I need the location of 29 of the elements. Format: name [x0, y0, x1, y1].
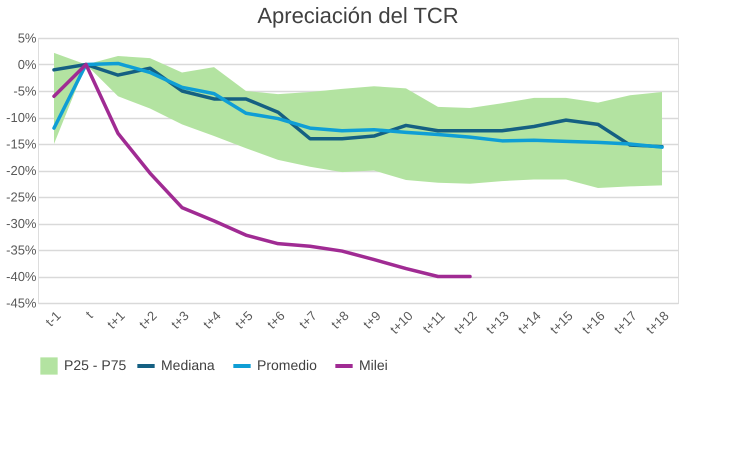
line-series [52, 62, 472, 278]
x-tick-label: t+4 [200, 308, 224, 332]
x-tick-label: t [82, 308, 96, 322]
x-tick-label: t+6 [264, 308, 288, 332]
x-tick-label: t+3 [168, 308, 192, 332]
y-tick-label: -35% [6, 242, 37, 258]
legend-label: Promedio [257, 357, 318, 373]
legend-label: Milei [359, 357, 388, 373]
y-tick-label: -30% [6, 216, 37, 231]
x-tick-label: t+1 [104, 308, 128, 332]
y-tick-label: -10% [6, 110, 37, 125]
y-tick-label: -20% [6, 163, 37, 178]
y-tick-label: 0% [18, 57, 37, 72]
x-tick-label: t+8 [328, 308, 352, 332]
x-tick-label: t-1 [42, 308, 64, 330]
x-tick-label: t+9 [360, 308, 384, 332]
x-tick-label: t+7 [296, 308, 320, 332]
x-tick-label: t+11 [420, 308, 448, 336]
x-tick-label: t+2 [136, 308, 160, 332]
y-tick-label: -40% [6, 269, 37, 284]
y-tick-label: 5% [18, 30, 37, 46]
y-tick-label: -15% [6, 136, 37, 152]
legend-label: P25 - P75 [64, 357, 126, 373]
chart-title: Apreciación del TCR [257, 3, 459, 28]
y-tick-label: -5% [13, 84, 37, 98]
x-tick-label: t+5 [232, 308, 256, 332]
y-tick-label: -25% [6, 190, 37, 204]
legend-label: Mediana [161, 357, 215, 373]
y-tick-label: -45% [6, 296, 37, 310]
